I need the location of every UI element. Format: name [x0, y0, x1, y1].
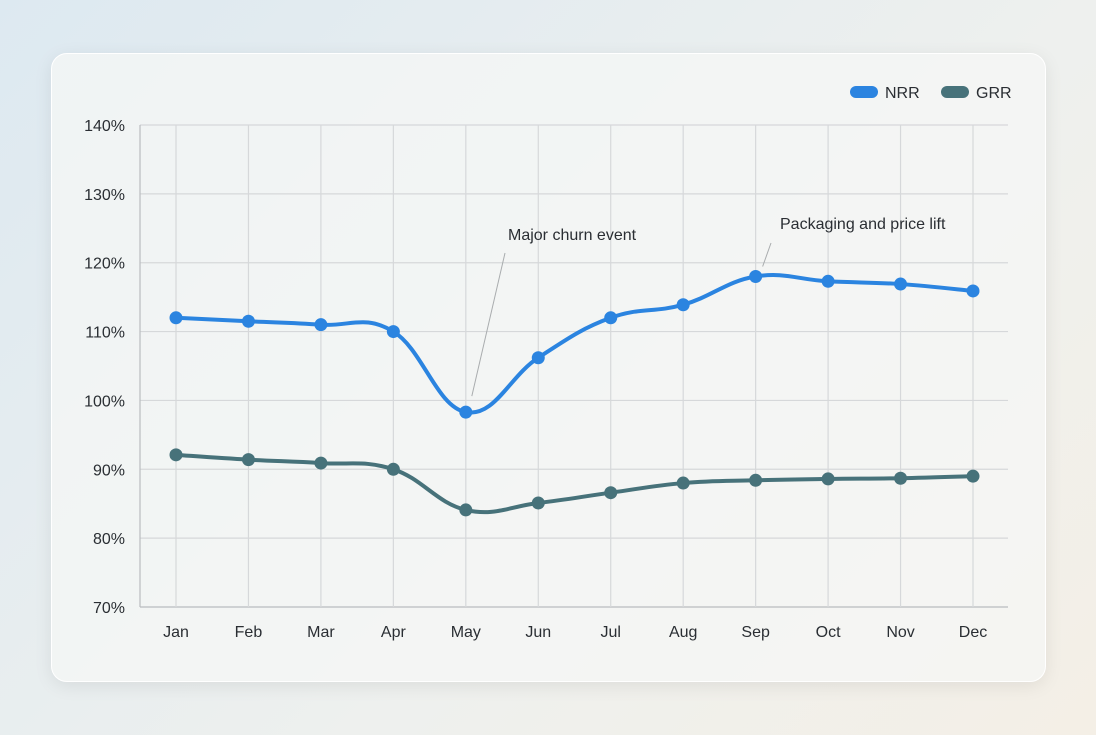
data-point-nrr	[676, 298, 690, 312]
data-point-nrr	[169, 311, 183, 325]
legend-swatch-grr	[941, 86, 969, 98]
annotation-label: Major churn event	[508, 227, 637, 244]
series-line-nrr	[174, 273, 975, 415]
x-tick-label: Apr	[381, 624, 407, 641]
annotation-leader	[471, 252, 506, 397]
data-point-grr	[821, 472, 835, 486]
data-point-nrr	[894, 277, 908, 291]
annotation-leader	[762, 242, 772, 267]
x-tick-label: Aug	[669, 624, 697, 641]
data-point-grr	[386, 462, 400, 476]
data-point-nrr	[314, 318, 328, 332]
x-tick-label: Nov	[886, 624, 914, 641]
y-tick-label: 140%	[84, 118, 125, 135]
data-point-nrr	[531, 351, 545, 365]
y-tick-label: 110%	[85, 325, 125, 342]
y-tick-label: 130%	[84, 187, 125, 204]
data-point-grr	[314, 456, 328, 470]
x-tick-label: Sep	[741, 624, 770, 641]
series-line-grr	[174, 452, 975, 515]
y-tick-label: 100%	[84, 393, 125, 410]
data-point-grr	[894, 471, 908, 485]
data-point-nrr	[966, 284, 980, 298]
data-point-nrr	[604, 311, 618, 325]
data-point-grr	[676, 476, 690, 490]
x-tick-label: Jun	[525, 624, 551, 641]
data-point-grr	[966, 469, 980, 483]
data-point-grr	[459, 503, 473, 517]
x-tick-label: Feb	[235, 624, 263, 641]
data-point-nrr	[241, 314, 255, 328]
data-point-nrr	[821, 274, 835, 288]
legend-label-nrr: NRR	[885, 85, 920, 102]
data-point-grr	[604, 486, 618, 500]
data-point-nrr	[459, 405, 473, 419]
data-point-grr	[241, 453, 255, 467]
y-tick-label: 70%	[93, 600, 125, 617]
chart-card	[51, 53, 1046, 682]
y-tick-label: 80%	[93, 531, 125, 548]
data-point-grr	[749, 473, 763, 487]
legend-swatch-nrr	[850, 86, 878, 98]
x-tick-label: Mar	[307, 624, 335, 641]
y-tick-label: 90%	[93, 462, 125, 479]
data-point-nrr	[749, 269, 763, 283]
x-tick-label: Dec	[959, 624, 987, 641]
x-tick-label: May	[451, 624, 481, 641]
x-tick-label: Jul	[601, 624, 621, 641]
data-point-grr	[169, 448, 183, 462]
annotation-label: Packaging and price lift	[780, 216, 946, 233]
legend-label-grr: GRR	[976, 85, 1012, 102]
x-tick-label: Jan	[163, 624, 189, 641]
data-point-nrr	[386, 325, 400, 339]
x-tick-label: Oct	[816, 624, 841, 641]
y-tick-label: 120%	[84, 256, 125, 273]
data-point-grr	[531, 496, 545, 510]
